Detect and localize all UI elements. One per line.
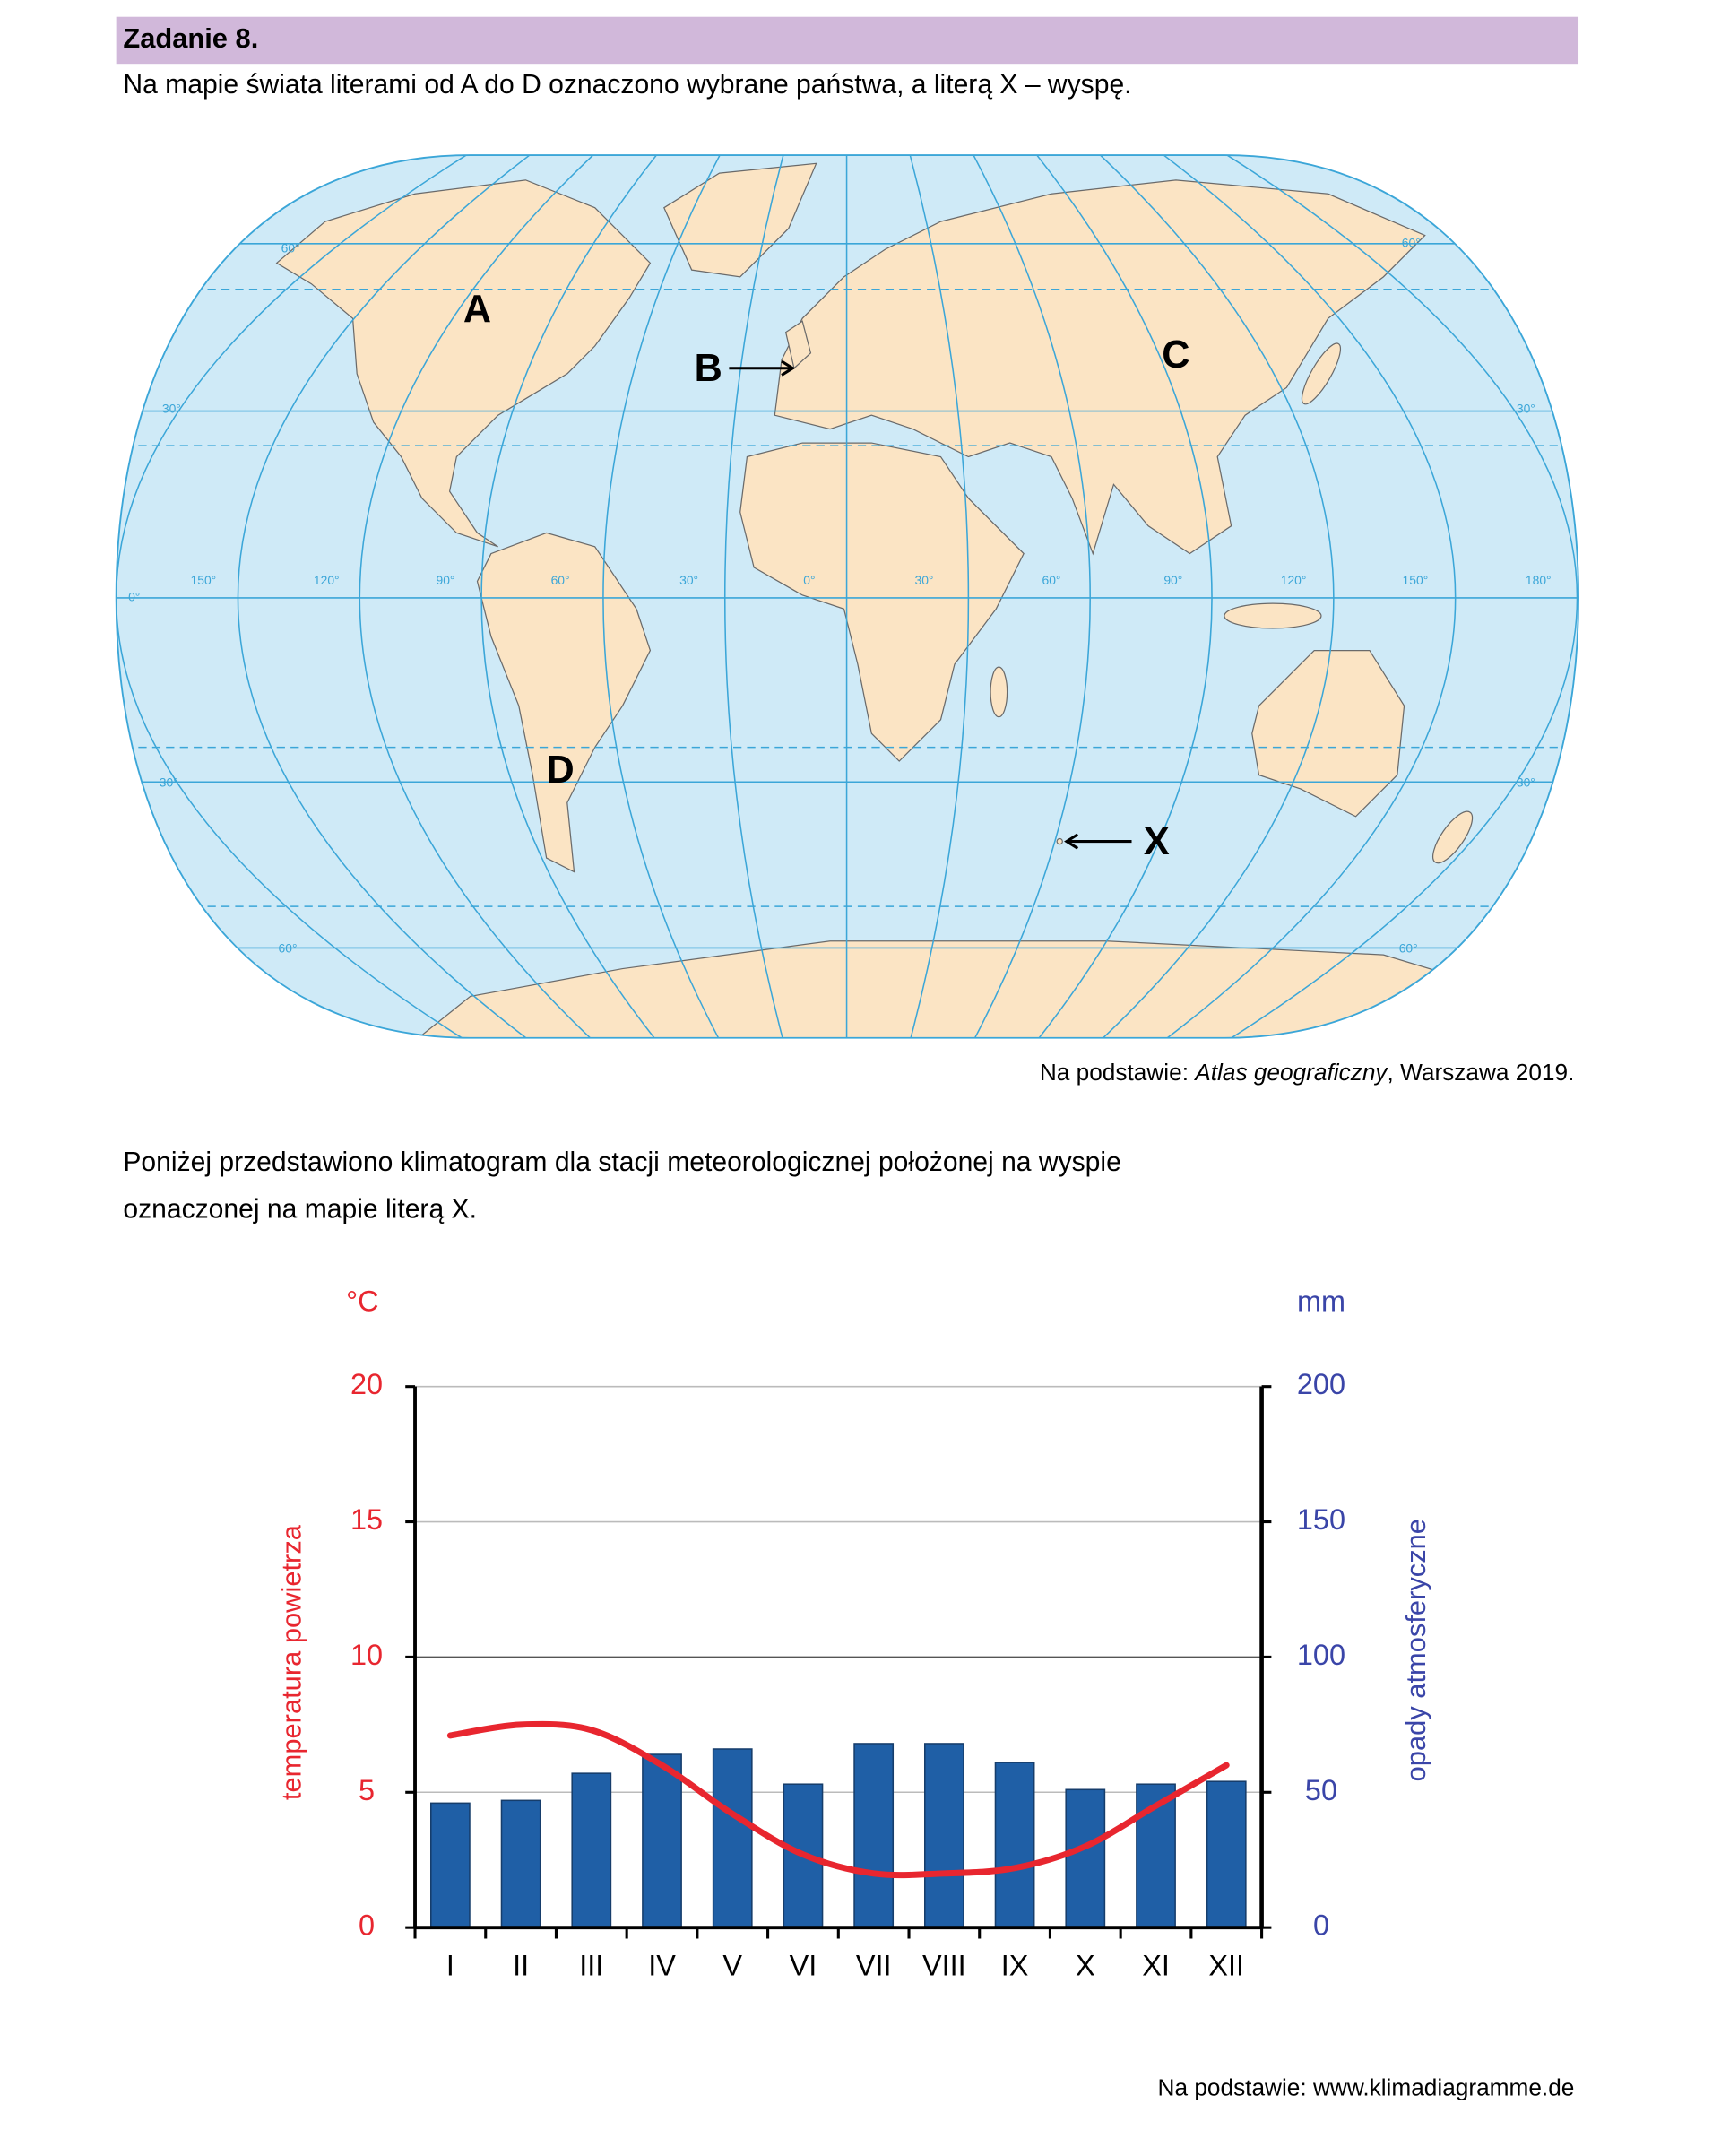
intro-line: oznaczonej na mapie literą X. — [123, 1195, 477, 1225]
graticule — [116, 155, 1579, 1038]
new-zealand — [1432, 810, 1474, 864]
grid-label: 30° — [160, 775, 178, 789]
chart-source: Na podstawie: www.klimadiagramme.de — [1158, 2074, 1575, 2101]
grid-label: 150° — [1403, 573, 1429, 587]
grid-label: 60° — [1042, 573, 1060, 587]
y-tick-label: 5 — [359, 1774, 375, 1806]
temperature-line — [446, 1720, 1230, 1879]
africa — [739, 442, 1025, 762]
south-america — [476, 532, 652, 873]
grid-label: 60° — [1399, 941, 1418, 956]
map-labels: A B C D X 60° 30° 0° 30° 60° 60° 30° 30° 60° 150° 120° 9… — [128, 235, 1552, 955]
indonesia — [1224, 602, 1322, 629]
y2-tick-label: 50 — [1305, 1774, 1337, 1806]
greenland — [663, 162, 817, 278]
grid-label: 150° — [191, 573, 217, 587]
grid-label: 120° — [1281, 573, 1307, 587]
island-x — [1056, 837, 1063, 845]
y-tick-label: 0 — [359, 1909, 375, 1942]
japan — [1301, 342, 1342, 405]
grid-label: 60° — [551, 573, 570, 587]
source-suffix: , Warszawa 2019. — [1388, 1059, 1575, 1086]
x-tick-label: X — [1076, 1949, 1095, 1981]
bar — [429, 1802, 471, 1928]
map-letter: D — [546, 749, 574, 792]
map-frame — [115, 154, 1579, 1039]
grid-label: 180° — [1526, 573, 1552, 587]
british-isles — [784, 320, 812, 369]
grid-label: 60° — [279, 941, 298, 956]
y2-unit: mm — [1297, 1286, 1345, 1318]
grid-label: 90° — [436, 573, 454, 587]
map-letter: X — [1144, 820, 1170, 863]
grid-label: 0° — [128, 590, 140, 604]
grid-label: 60° — [281, 241, 300, 255]
bar — [500, 1799, 541, 1928]
arrow-b-head — [781, 359, 796, 377]
x-tick-label: II — [513, 1949, 529, 1981]
map-letter: B — [695, 347, 722, 390]
bar — [1065, 1788, 1106, 1928]
y2-tick-label: 200 — [1297, 1368, 1345, 1400]
grid-label: 60° — [1402, 235, 1421, 249]
y-unit: °C — [346, 1286, 378, 1318]
x-tick-label: VII — [856, 1949, 892, 1981]
grid-label: 30° — [1517, 402, 1535, 416]
y2-tick-label: 150 — [1297, 1503, 1345, 1536]
intro-line: Poniżej przedstawiono klimatogram dla st… — [123, 1147, 1120, 1177]
bar — [571, 1772, 612, 1928]
bar — [1206, 1780, 1247, 1928]
task-text: Na mapie świata literami od A do D oznac… — [123, 70, 1131, 100]
bar — [853, 1743, 895, 1928]
grid-label: 30° — [162, 402, 181, 416]
source-title: Atlas geograficzny — [1193, 1059, 1388, 1086]
x-tick-label: VIII — [922, 1949, 966, 1981]
x-tick-label: IX — [1001, 1949, 1029, 1981]
x-tick-label: XI — [1142, 1949, 1170, 1981]
x-tick-label: VI — [790, 1949, 817, 1981]
bar — [994, 1762, 1035, 1928]
header-bar — [116, 16, 1579, 65]
y-tick-label: 10 — [350, 1639, 383, 1671]
map-letter: A — [463, 288, 491, 331]
bar — [712, 1748, 753, 1928]
x-tick-label: XII — [1208, 1949, 1244, 1981]
y2-tick-label: 0 — [1313, 1909, 1329, 1942]
north-america — [275, 179, 652, 548]
australia — [1251, 649, 1405, 818]
map-arrows — [729, 359, 1132, 850]
grid-label: 120° — [314, 573, 340, 587]
grid-label: 90° — [1163, 573, 1182, 587]
x-tick-label: I — [446, 1949, 454, 1981]
y-tick-label: 15 — [350, 1503, 383, 1536]
world-map — [116, 155, 1579, 1038]
y-axis-title: temperatura powietrza — [275, 1524, 307, 1800]
y-tick-label: 20 — [350, 1368, 383, 1400]
bar — [923, 1743, 964, 1928]
bar — [642, 1753, 682, 1928]
grid-label: 0° — [803, 573, 815, 587]
grid-label: 30° — [915, 573, 934, 587]
x-tick-label: III — [579, 1949, 603, 1981]
task-title: Zadanie 8. — [123, 22, 258, 54]
grid-label: 30° — [679, 573, 698, 587]
madagascar — [990, 666, 1008, 718]
map-source: Na podstawie: Atlas geograficzny, Warsza… — [1040, 1059, 1575, 1086]
x-tick-label: IV — [648, 1949, 676, 1981]
arrow-x-head — [1064, 833, 1079, 850]
y2-tick-label: 100 — [1297, 1639, 1345, 1671]
y2-axis-title: opady atmosferyczne — [1400, 1519, 1431, 1781]
x-tick-label: V — [722, 1949, 742, 1981]
map-letter: C — [1162, 333, 1189, 377]
source-prefix: Na podstawie: — [1040, 1059, 1195, 1086]
grid-label: 30° — [1517, 775, 1535, 789]
